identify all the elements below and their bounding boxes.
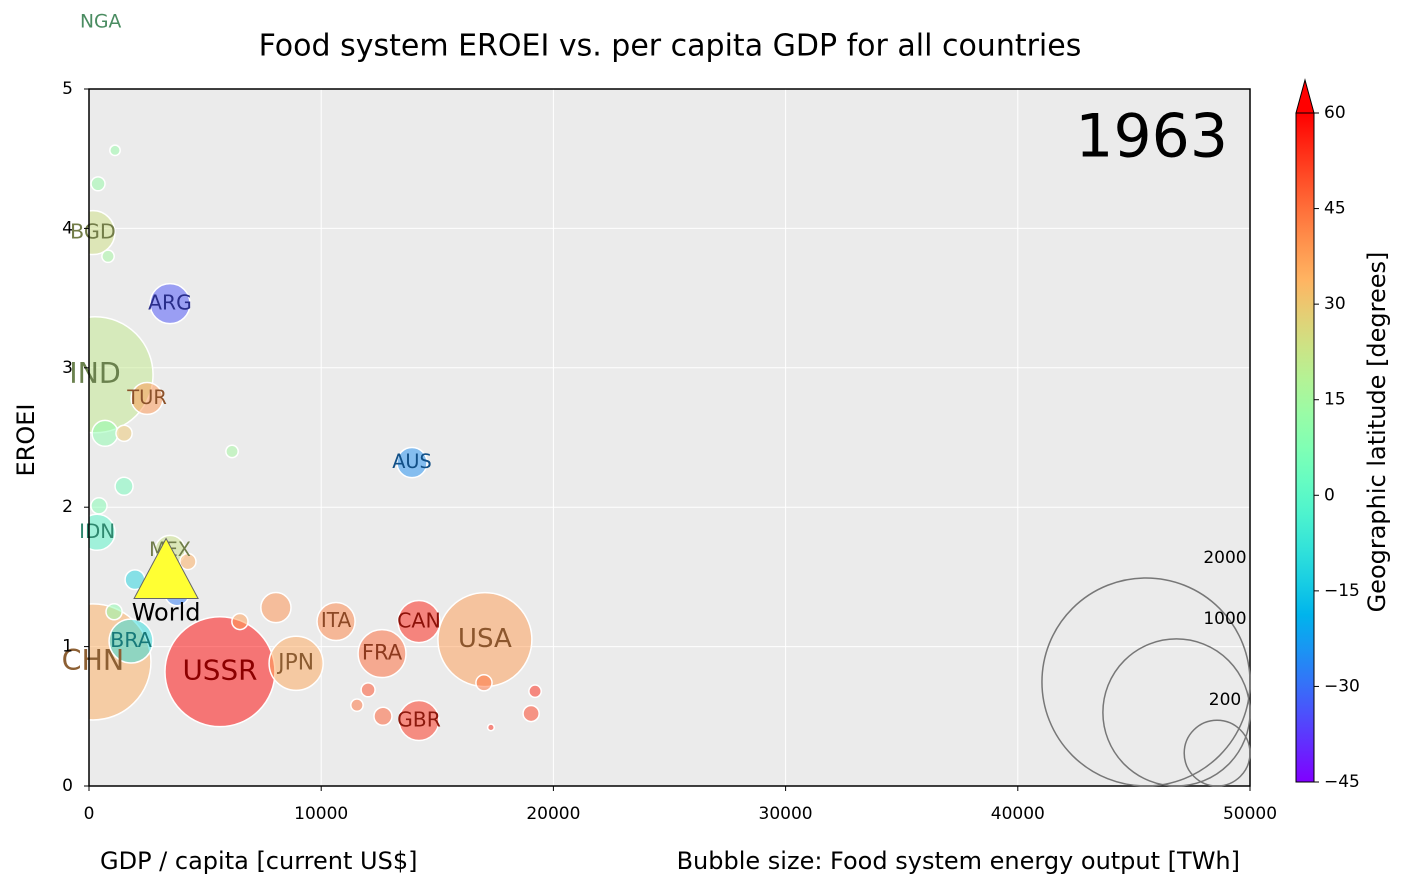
bubble: [179, 552, 197, 571]
x-tick-label: 0: [84, 804, 95, 824]
bubble: [268, 635, 324, 692]
size-legend-label: 200: [1209, 690, 1241, 710]
size-label: Bubble size: Food system energy output […: [677, 847, 1240, 875]
bubble: [90, 496, 108, 515]
x-tick-label: 20000: [526, 804, 580, 824]
colorbar-tick-label: −30: [1324, 676, 1360, 696]
bubble-label: IDN: [79, 520, 115, 543]
bubble: [350, 698, 364, 713]
bubble: [149, 282, 191, 325]
bubble: [231, 612, 249, 631]
world-label: World: [132, 599, 201, 627]
colorbar-tick-label: 60: [1324, 103, 1346, 123]
colorbar-tick-label: 15: [1324, 390, 1346, 410]
x-tick-label: 30000: [759, 804, 813, 824]
y-tick-label: 1: [62, 637, 73, 657]
size-legend-circle: [1102, 638, 1251, 787]
bubble-label: AUS: [392, 450, 431, 473]
bubble-label: IND: [69, 357, 121, 390]
y-tick-label: 4: [62, 218, 73, 238]
bubble: [396, 446, 428, 479]
bubble: [522, 704, 540, 723]
x-tick-label: 10000: [294, 804, 348, 824]
bubble-label: CAN: [397, 609, 441, 633]
size-legend-circle: [1183, 719, 1251, 787]
bubble-label: USA: [458, 624, 512, 654]
colorbar-tick-label: 0: [1324, 485, 1335, 505]
bubble: [90, 176, 106, 192]
bubble: [398, 699, 440, 742]
y-tick-label: 2: [62, 497, 73, 517]
bubble: [101, 249, 115, 264]
bubble-label: JPN: [276, 650, 314, 675]
x-tick-label: 50000: [1223, 804, 1277, 824]
bubble-label: NGA: [80, 12, 122, 33]
chart-title: Food system EROEI vs. per capita GDP for…: [259, 29, 1082, 64]
bubble: [486, 723, 495, 732]
plot-frame: [88, 88, 1251, 787]
world-marker: [133, 537, 199, 600]
y-tick-label: 5: [62, 79, 73, 99]
bubble-label: ITA: [321, 608, 352, 632]
bubble-label: ARG: [148, 291, 192, 315]
bubble: [108, 618, 154, 664]
size-legend-circle: [1041, 577, 1251, 787]
bubble-label: FRA: [362, 640, 403, 665]
bubble: [130, 381, 164, 416]
colorbar: [1295, 112, 1315, 783]
y-tick-label: 0: [62, 776, 73, 796]
bubble: [475, 674, 493, 692]
colorbar-extend: [1295, 78, 1315, 114]
bubble: [91, 419, 119, 448]
bubble: [225, 444, 239, 459]
bubble: [373, 706, 393, 727]
colorbar-tick-label: −15: [1324, 581, 1360, 601]
colorbar-tick-label: 30: [1324, 294, 1346, 314]
bubble: [260, 591, 292, 624]
bubble: [109, 144, 121, 157]
bubble-label: TUR: [126, 386, 167, 409]
bubble: [316, 601, 356, 642]
colorbar-tick-label: −45: [1324, 772, 1360, 792]
colorbar-label: Geographic latitude [degrees]: [1363, 252, 1391, 613]
size-legend-label: 2000: [1203, 548, 1246, 568]
x-axis-label: GDP / capita [current US$]: [100, 847, 417, 875]
bubble-label: GBR: [397, 707, 441, 731]
bubble-label: BRA: [110, 628, 152, 652]
bubble-label: USSR: [182, 654, 257, 687]
bubble-label: BGD: [70, 220, 116, 244]
size-legend-label: 1000: [1203, 609, 1246, 629]
y-axis-label: EROEI: [12, 404, 40, 477]
bubble: [114, 476, 134, 497]
bubble: [105, 602, 123, 621]
bubble-label: CHN: [62, 644, 125, 677]
bubble: [89, 209, 116, 256]
x-tick-label: 40000: [991, 804, 1045, 824]
bubble: [397, 599, 441, 644]
colorbar-tick-label: 45: [1324, 199, 1346, 219]
bubble: [360, 682, 376, 698]
bubble: [528, 684, 542, 699]
bubble: [115, 424, 133, 443]
year-annotation: 1963: [1075, 102, 1228, 172]
bubble: [357, 628, 407, 679]
y-tick-label: 3: [62, 358, 73, 378]
